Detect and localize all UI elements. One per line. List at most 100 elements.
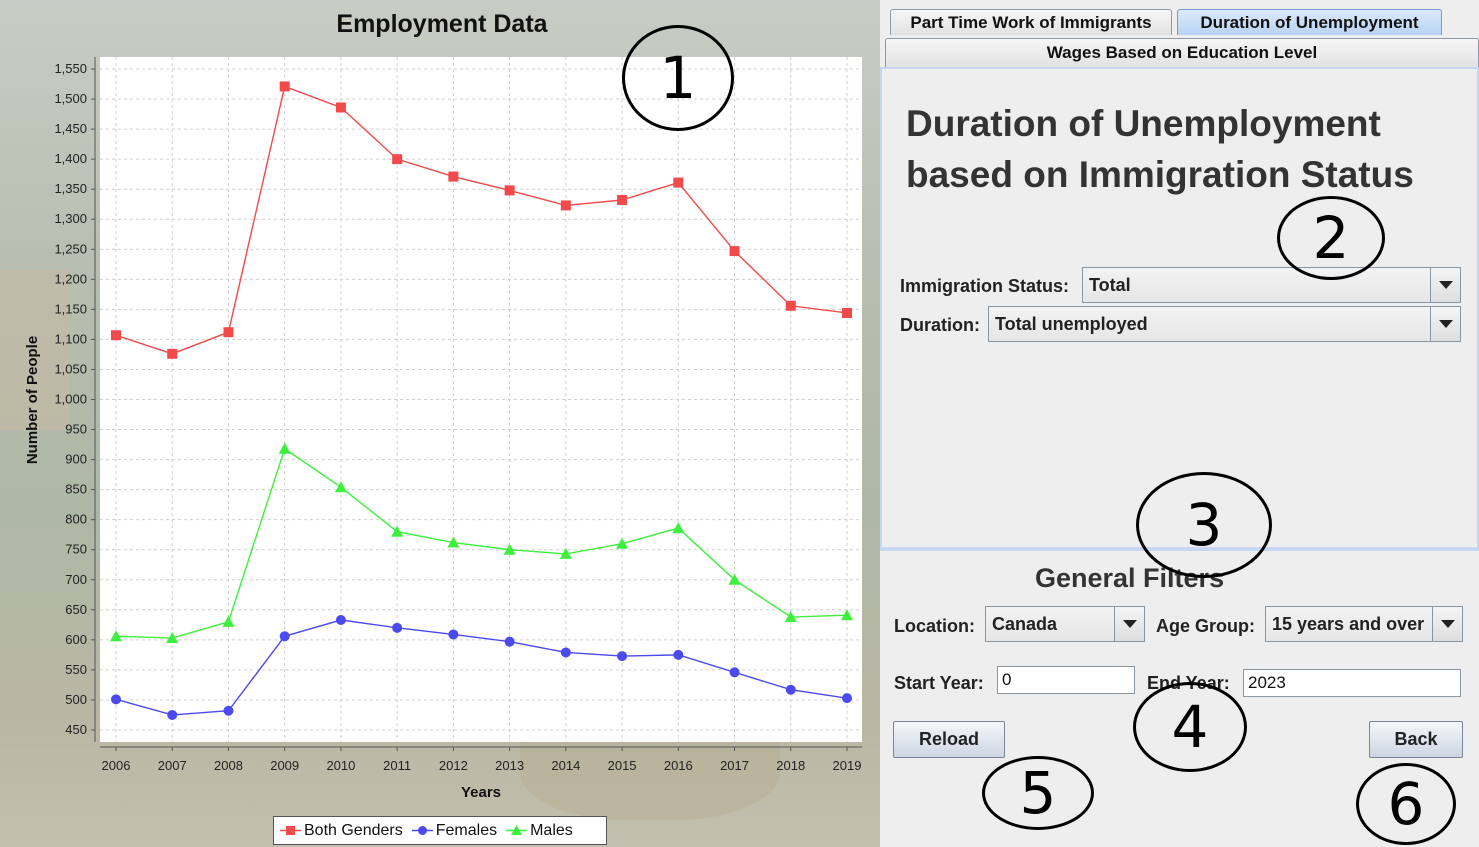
age-group-select[interactable]: 15 years and over [1265,606,1463,642]
data-point-both-genders [279,81,290,92]
x-tick-label: 2014 [551,758,580,773]
data-point-males [784,611,797,623]
y-tick-label: 1,550 [54,61,87,76]
legend-label: Males [530,821,573,839]
tab-wages-education[interactable]: Wages Based on Education Level [885,38,1479,67]
page-title: Duration of Unemployment based on Immigr… [906,98,1476,200]
y-tick-label: 1,450 [54,121,87,136]
y-tick-label: 850 [65,482,87,497]
y-tick-label: 950 [65,422,87,437]
start-year-label: Start Year: [894,673,984,693]
start-year-input[interactable]: 0 [997,666,1135,694]
y-tick-label: 500 [65,692,87,707]
tab-part-time-work[interactable]: Part Time Work of Immigrants [890,9,1172,35]
legend-item: Both Genders [280,822,403,840]
legend-label: Both Genders [304,821,403,839]
data-point-males [222,615,235,627]
y-tick-label: 600 [65,632,87,647]
x-tick-label: 2008 [214,758,243,773]
location-select[interactable]: Canada [985,606,1145,642]
immigration-status-select[interactable]: Total [1082,267,1461,303]
right-panel: Part Time Work of Immigrants Duration of… [880,0,1479,847]
x-tick-label: 2010 [326,758,355,773]
y-tick-label: 700 [65,572,87,587]
x-tick-label: 2018 [776,758,805,773]
y-tick-label: 1,050 [54,361,87,376]
chart-title: Employment Data [336,10,548,38]
data-point-males [447,536,460,548]
general-filters-title: General Filters [1035,563,1225,593]
x-tick-label: 2017 [720,758,749,773]
duration-label: Duration: [900,315,980,335]
data-point-females [504,636,515,647]
x-tick-label: 2012 [439,758,468,773]
chevron-down-icon[interactable] [1430,307,1460,341]
data-point-females [392,622,403,633]
x-tick-label: 2016 [664,758,693,773]
x-axis-title: Years [461,784,501,801]
data-point-females [617,651,628,662]
y-tick-label: 1,150 [54,301,87,316]
chevron-down-icon[interactable] [1432,607,1462,641]
background-painting-detail [0,270,70,430]
legend-item: Females [411,821,498,840]
data-point-females [729,667,740,678]
data-point-males [672,522,685,534]
data-point-both-genders [504,185,515,196]
reload-button[interactable]: Reload [893,721,1005,758]
data-point-both-genders [167,348,178,359]
series-line-males [115,447,848,639]
chevron-down-icon[interactable] [1430,268,1460,302]
y-tick-label: 1,100 [54,331,87,346]
chart-panel: 450 500 550 600 650 700 750 800 850 900 950 1,000 1,… [0,0,880,847]
data-point-both-genders [111,330,121,341]
data-point-females [448,629,459,640]
data-point-females [335,615,346,626]
data-point-both-genders [673,177,684,188]
duration-content-panel: Duration of Unemployment based on Immigr… [880,67,1479,549]
page-title-line-1: Duration of Unemployment [906,103,1381,144]
y-tick-label: 1,300 [54,211,87,226]
age-group-label: Age Group: [1156,616,1255,636]
y-tick-label: 550 [65,662,87,677]
location-label: Location: [894,616,975,636]
y-tick-label: 450 [65,722,87,737]
data-point-males [503,543,516,555]
x-tick-label: 2013 [495,758,524,773]
data-point-males [334,481,347,493]
legend-label: Females [435,821,498,839]
data-point-males [166,632,179,644]
data-point-females [111,694,121,705]
page-title-line-2: based on Immigration Status [906,154,1414,195]
data-point-females [279,631,290,642]
data-point-males [110,630,122,642]
age-group-value: 15 years and over [1272,613,1425,634]
legend-item: Males [506,822,573,840]
y-tick-label: 800 [65,512,87,527]
data-point-males [841,609,853,621]
data-point-females [560,647,571,658]
duration-select[interactable]: Total unemployed [988,306,1461,342]
data-point-males [391,525,404,537]
back-button[interactable]: Back [1369,721,1463,758]
x-tick-label: 2011 [383,758,411,773]
data-point-both-genders [842,307,852,318]
legend-marker-icon [280,826,301,835]
y-tick-label: 1,400 [54,151,87,166]
x-tick-label: 2009 [270,758,299,773]
chevron-down-icon[interactable] [1114,607,1144,641]
duration-value: Total unemployed [995,313,1148,334]
series-line-females [115,619,848,716]
y-tick-label: 1,250 [54,241,87,256]
data-point-both-genders [785,300,796,311]
legend-marker-icon [411,826,433,835]
data-point-both-genders [335,102,346,113]
data-point-both-genders [729,246,740,257]
y-axis-title: Number of People [24,336,41,464]
end-year-input[interactable]: 2023 [1243,669,1461,697]
tab-duration-of-unemployment[interactable]: Duration of Unemployment [1177,9,1442,35]
immigration-status-value: Total [1089,274,1131,295]
data-point-both-genders [392,154,403,165]
x-tick-label: 2019 [833,758,862,773]
data-point-females [673,649,684,660]
